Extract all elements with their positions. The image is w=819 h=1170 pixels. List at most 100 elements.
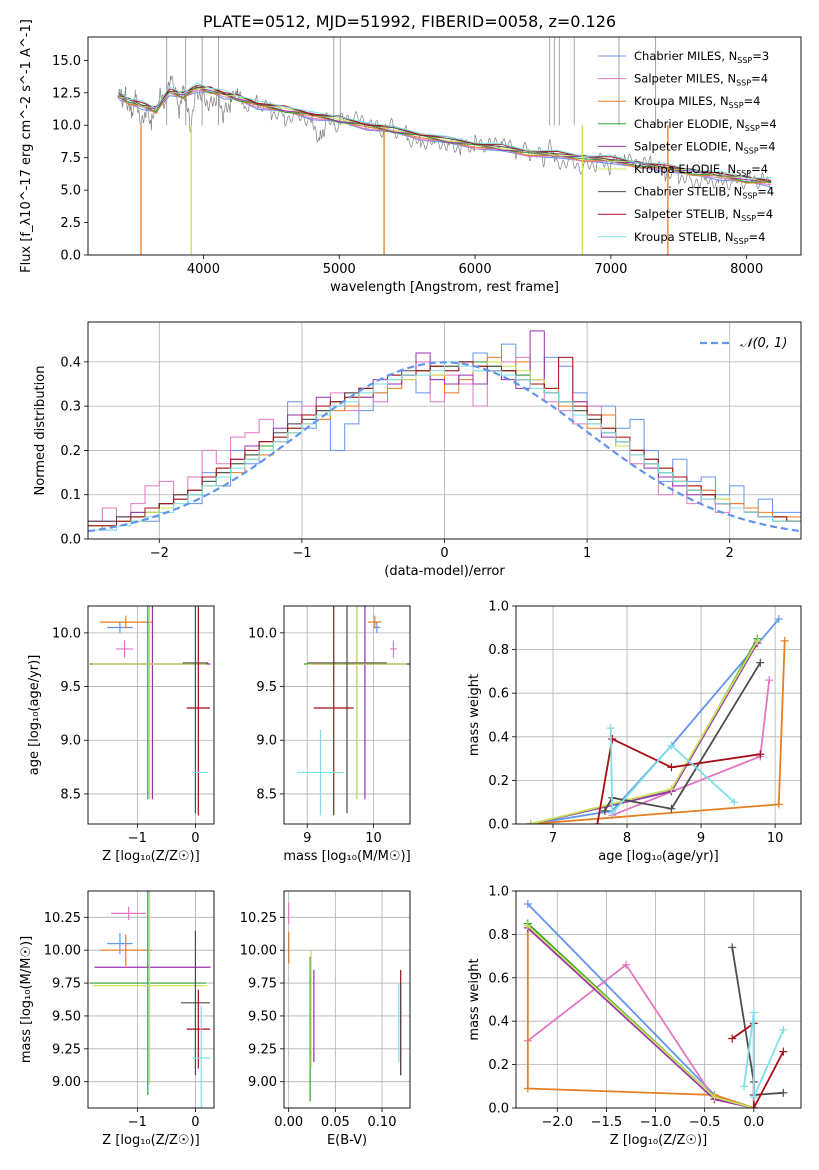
- age-vs-z-plot: [88, 606, 214, 824]
- spectrum-xtick-label: 6000: [459, 262, 492, 277]
- mass-vs-z-ytick-label: 9.25: [52, 1042, 81, 1057]
- weight-vs-age-ytick-label: 0.8: [488, 643, 509, 658]
- mass-vs-z-ytick-label: 10.00: [44, 944, 81, 959]
- residuals-ytick-label: 0.1: [60, 488, 81, 503]
- weight-vs-z-ytick-label: 0.0: [488, 1102, 509, 1117]
- weight-vs-z-xlabel: Z [log₁₀(Z/Z☉)]: [610, 1133, 707, 1148]
- mass-vs-z-ylabel: mass [log₁₀(M/M☉)]: [19, 936, 34, 1063]
- legend-entry: Chabrier MILES, NSSP=3: [634, 49, 769, 65]
- legend-entry: Chabrier STELIB, NSSP=4: [634, 185, 774, 201]
- residuals-xtick-label: 1: [583, 546, 591, 561]
- age-vs-mass-xtick-label: 10: [365, 831, 382, 846]
- mass-vs-ebv-xlabel: E(B-V): [327, 1133, 367, 1148]
- spectrum-ytick-label: 5.0: [60, 184, 81, 199]
- mass-vs-z-ytick-label: 9.00: [52, 1075, 81, 1090]
- weight-vs-z-xtick-label: −2.0: [541, 1115, 573, 1130]
- mass-vs-ebv-xtick-label: 0.10: [368, 1115, 397, 1130]
- spectrum-xtick-label: 5000: [323, 262, 356, 277]
- model-line: [119, 87, 772, 183]
- mass-vs-z-ytick-label: 9.50: [52, 1009, 81, 1024]
- mass-vs-z-frame: [87, 890, 215, 1109]
- residuals-xtick-label: 0: [440, 546, 448, 561]
- histogram-step: [88, 356, 801, 527]
- mass-vs-ebv-xtick-label: 0.05: [321, 1115, 350, 1130]
- mass-vs-z-axes: −1 0 9.00 9.25 9.50 9.75 10.00 10.25 Z [log₁₀(Z/…: [44, 890, 215, 1148]
- spectrum-ytick-label: 2.5: [60, 216, 81, 231]
- age-vs-z-ytick-label: 9.0: [60, 734, 81, 749]
- legend-entry: Chabrier ELODIE, NSSP=4: [634, 117, 777, 133]
- weight-vs-age-ytick-label: 0.4: [488, 730, 509, 745]
- spectrum-ylabel: Flux [f_λ10^-17 erg cm^-2 s^-1 A^-1]: [19, 19, 34, 273]
- weight-vs-z-ytick-label: 0.2: [488, 1058, 509, 1073]
- histogram-step: [88, 361, 801, 522]
- weight-line: [526, 925, 755, 1108]
- weight-vs-age-axes: 7 8 9 10 0.0 0.2 0.4 0.6 0.8 1.0 age [log₁₀(age/yr…: [488, 600, 802, 864]
- figure-title: PLATE=0512, MJD=51992, FIBERID=0058, z=0…: [202, 12, 617, 31]
- spectrum-xtick-label: 8000: [730, 262, 763, 277]
- histogram-step: [88, 361, 801, 531]
- age-vs-z-frame: [87, 605, 215, 825]
- weight-line: [527, 922, 755, 1108]
- weight-vs-z-ytick-label: 0.6: [488, 971, 509, 986]
- legend-entry: Salpeter STELIB, NSSP=4: [634, 207, 773, 223]
- mass-vs-z-ytick-label: 10.25: [44, 911, 81, 926]
- age-vs-z-ytick-label: 9.5: [60, 680, 81, 695]
- normal-legend-label: 𝒩(0, 1): [740, 336, 787, 351]
- age-vs-mass-plot: [284, 606, 410, 824]
- spectrum-legend: Chabrier MILES, NSSP=3 Salpeter MILES, NS…: [598, 49, 777, 246]
- normal-curve: [88, 361, 801, 533]
- weight-vs-z-ylabel: mass weight: [467, 958, 482, 1040]
- weight-vs-age-xtick-label: 7: [549, 831, 557, 846]
- age-vs-mass-ytick-label: 10.0: [248, 626, 277, 641]
- mass-vs-ebv-ytick-label: 10.25: [240, 911, 277, 926]
- mass-vs-ebv-ytick-label: 9.75: [248, 977, 277, 992]
- weight-vs-age-frame: [515, 605, 802, 825]
- residuals-ylabel: Normed distribution: [33, 366, 48, 496]
- mass-vs-z-xtick-label: 0: [191, 1115, 199, 1130]
- mass-vs-ebv-frame: [283, 890, 411, 1109]
- mass-vs-ebv-axes: 0.00 0.05 0.10 9.00 9.25 9.50 9.75 10.00 10.25 E(…: [240, 890, 411, 1148]
- weight-line: [611, 679, 771, 817]
- residuals-plot: [88, 322, 801, 539]
- mass-vs-ebv-ytick-label: 10.00: [240, 944, 277, 959]
- weight-line: [743, 1012, 785, 1098]
- weight-vs-z-axes: −2.0 −1.5 −1.0 −0.5 0.0 0.0 0.2 0.4 0.6 0.8 1.0 Z […: [488, 885, 802, 1148]
- legend-entry: Salpeter ELODIE, NSSP=4: [634, 139, 776, 155]
- mass-vs-z-plot: [88, 891, 214, 1108]
- weight-vs-age-ytick-label: 1.0: [488, 600, 509, 615]
- weight-vs-z-ytick-label: 0.8: [488, 928, 509, 943]
- histogram-step: [88, 356, 801, 522]
- age-vs-mass-ytick-label: 9.0: [256, 734, 277, 749]
- weight-line: [604, 662, 762, 812]
- spectrum-ytick-label: 7.5: [60, 151, 81, 166]
- legend-entry: Kroupa ELODIE, NSSP=4: [634, 162, 768, 178]
- weight-vs-z-xtick-label: −1.5: [591, 1115, 623, 1130]
- residuals-ytick-label: 0.3: [60, 400, 81, 415]
- histogram-step: [88, 361, 801, 527]
- mass-vs-z-ytick-label: 9.75: [52, 977, 81, 992]
- weight-line: [530, 642, 759, 824]
- age-vs-mass-xtick-label: 9: [303, 831, 311, 846]
- mass-vs-ebv-xtick-label: 0.00: [274, 1115, 303, 1130]
- mass-vs-ebv-ytick-label: 9.00: [248, 1075, 277, 1090]
- spectrum-plot: [117, 37, 772, 255]
- spectrum-ytick-label: 12.5: [52, 86, 81, 101]
- weight-line: [530, 640, 759, 824]
- age-vs-z-ylabel: age [log₁₀(age/yr)]: [27, 655, 42, 776]
- spectrum-ytick-label: 0.0: [60, 249, 81, 264]
- weight-vs-z-xtick-label: −1.0: [640, 1115, 672, 1130]
- weight-line: [527, 925, 755, 1108]
- age-vs-mass-xlabel: mass [log₁₀(M/M☉)]: [283, 849, 410, 864]
- age-vs-z-axes: −1 0 8.5 9.0 9.5 10.0 Z [log₁₀(Z/Z☉)]: [52, 605, 215, 864]
- histogram-step: [88, 343, 801, 531]
- residuals-xtick-label: −2: [150, 546, 169, 561]
- spectrum-ytick-label: 15.0: [52, 54, 81, 69]
- mass-vs-ebv-plot: [284, 891, 410, 1108]
- weight-vs-age-ytick-label: 0.0: [488, 818, 509, 833]
- weight-vs-z-xtick-label: −0.5: [689, 1115, 721, 1130]
- mass-vs-z-xlabel: Z [log₁₀(Z/Z☉)]: [102, 1133, 199, 1148]
- spectrum-axes: 4000 5000 6000 7000 8000 0.0 2.5 5.0 7.5 10.0 12.5…: [52, 36, 802, 295]
- legend-entry: Kroupa STELIB, NSSP=4: [634, 230, 765, 246]
- weight-vs-z-ytick-label: 1.0: [488, 885, 509, 900]
